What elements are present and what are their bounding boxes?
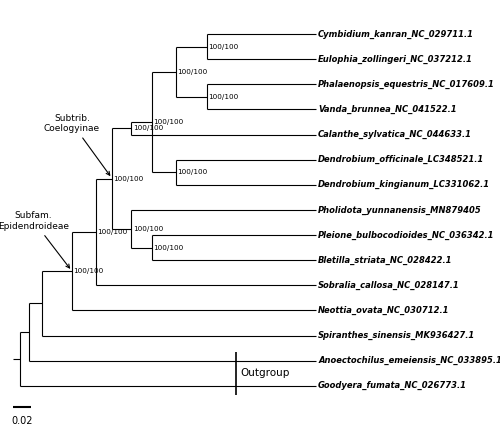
Text: Subfam.
Epidendroideae: Subfam. Epidendroideae <box>0 211 70 268</box>
Text: Spiranthes_sinensis_MK936427.1: Spiranthes_sinensis_MK936427.1 <box>318 331 476 340</box>
Text: Vanda_brunnea_NC_041522.1: Vanda_brunnea_NC_041522.1 <box>318 105 457 114</box>
Text: Outgroup: Outgroup <box>240 368 290 378</box>
Text: 100/100: 100/100 <box>114 175 144 181</box>
Text: 100/100: 100/100 <box>154 245 184 251</box>
Text: Sobralia_callosa_NC_028147.1: Sobralia_callosa_NC_028147.1 <box>318 281 460 290</box>
Text: Bletilla_striata_NC_028422.1: Bletilla_striata_NC_028422.1 <box>318 256 452 265</box>
Text: Neottia_ovata_NC_030712.1: Neottia_ovata_NC_030712.1 <box>318 306 450 315</box>
Text: 100/100: 100/100 <box>132 125 163 131</box>
Text: Dendrobium_officinale_LC348521.1: Dendrobium_officinale_LC348521.1 <box>318 155 484 164</box>
Text: Pholidota_yunnanensis_MN879405: Pholidota_yunnanensis_MN879405 <box>318 205 482 214</box>
Text: 0.02: 0.02 <box>11 416 32 426</box>
Text: Goodyera_fumata_NC_026773.1: Goodyera_fumata_NC_026773.1 <box>318 381 467 390</box>
Text: Eulophia_zollingeri_NC_037212.1: Eulophia_zollingeri_NC_037212.1 <box>318 54 473 64</box>
Text: 100/100: 100/100 <box>98 229 128 235</box>
Text: Cymbidium_kanran_NC_029711.1: Cymbidium_kanran_NC_029711.1 <box>318 30 474 39</box>
Text: 100/100: 100/100 <box>154 119 184 125</box>
Text: Phalaenopsis_equestris_NC_017609.1: Phalaenopsis_equestris_NC_017609.1 <box>318 80 495 89</box>
Text: 100/100: 100/100 <box>208 94 238 100</box>
Text: 100/100: 100/100 <box>178 69 208 75</box>
Text: 100/100: 100/100 <box>132 226 163 232</box>
Text: 100/100: 100/100 <box>208 44 238 50</box>
Text: Subtrib.
Coelogyinae: Subtrib. Coelogyinae <box>44 114 110 175</box>
Text: Dendrobium_kingianum_LC331062.1: Dendrobium_kingianum_LC331062.1 <box>318 180 490 189</box>
Text: Pleione_bulbocodioides_NC_036342.1: Pleione_bulbocodioides_NC_036342.1 <box>318 230 494 240</box>
Text: 100/100: 100/100 <box>74 268 104 274</box>
Text: Calanthe_sylvatica_NC_044633.1: Calanthe_sylvatica_NC_044633.1 <box>318 130 472 139</box>
Text: 100/100: 100/100 <box>178 169 208 175</box>
Text: Anoectochilus_emeiensis_NC_033895.1: Anoectochilus_emeiensis_NC_033895.1 <box>318 356 500 365</box>
